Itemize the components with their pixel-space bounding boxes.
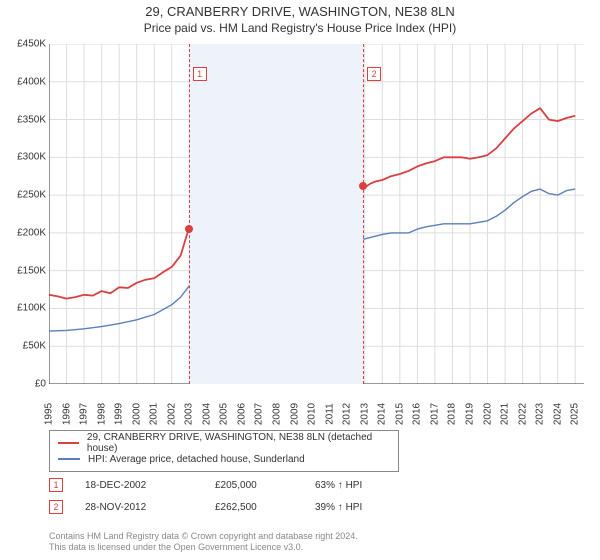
legend-item: 29, CRANBERRY DRIVE, WASHINGTON, NE38 8L…: [58, 435, 390, 451]
x-tick-label: 2024: [552, 403, 563, 425]
y-tick-label: £400K: [17, 76, 46, 87]
sale-point: [185, 225, 193, 233]
x-tick-label: 2000: [131, 403, 142, 425]
sale-row: 1 18-DEC-2002£205,00063% ↑ HPI: [49, 474, 415, 496]
chart-title-line2: Price paid vs. HM Land Registry's House …: [0, 21, 600, 35]
sale-date: 28-NOV-2012: [85, 502, 215, 513]
chart-container: 29, CRANBERRY DRIVE, WASHINGTON, NE38 8L…: [0, 0, 600, 560]
x-tick-label: 2023: [535, 403, 546, 425]
x-tick-label: 1997: [79, 403, 90, 425]
sale-callout: 2: [367, 67, 381, 81]
y-tick-label: £50K: [23, 341, 46, 352]
x-tick-label: 2016: [412, 403, 423, 425]
y-tick-label: £450K: [17, 39, 46, 50]
sale-delta: 39% ↑ HPI: [315, 502, 415, 513]
legend-label: HPI: Average price, detached house, Sund…: [88, 454, 305, 465]
sale-row: 2 28-NOV-2012£262,50039% ↑ HPI: [49, 496, 415, 518]
legend-swatch: [58, 458, 80, 460]
x-tick-label: 2011: [324, 403, 335, 425]
x-tick-label: 2019: [464, 403, 475, 425]
y-tick-label: £250K: [17, 190, 46, 201]
x-tick-label: 2022: [517, 403, 528, 425]
x-tick-label: 2021: [500, 403, 511, 425]
y-tick-label: £150K: [17, 265, 46, 276]
y-tick-label: £200K: [17, 227, 46, 238]
y-tick-label: £300K: [17, 152, 46, 163]
sale-date: 18-DEC-2002: [85, 480, 215, 491]
title-block: 29, CRANBERRY DRIVE, WASHINGTON, NE38 8L…: [0, 0, 600, 35]
x-tick-label: 2012: [342, 403, 353, 425]
sale-price: £262,500: [215, 502, 315, 513]
sale-callout: 1: [193, 67, 207, 81]
sale-vline: [189, 44, 190, 384]
sale-period-band: [189, 44, 364, 384]
x-tick-label: 2013: [359, 403, 370, 425]
x-tick-label: 2003: [184, 403, 195, 425]
sale-price: £205,000: [215, 480, 315, 491]
x-tick-label: 2005: [219, 403, 230, 425]
sale-vline: [363, 44, 364, 384]
y-tick-label: £350K: [17, 114, 46, 125]
footer-line2: This data is licensed under the Open Gov…: [49, 542, 358, 554]
chart-title-line1: 29, CRANBERRY DRIVE, WASHINGTON, NE38 8L…: [0, 4, 600, 19]
x-tick-label: 2002: [166, 403, 177, 425]
x-tick-label: 2001: [149, 403, 160, 425]
sale-delta: 63% ↑ HPI: [315, 480, 415, 491]
x-tick-label: 2018: [447, 403, 458, 425]
x-tick-label: 2014: [377, 403, 388, 425]
x-tick-label: 2004: [201, 403, 212, 425]
legend: 29, CRANBERRY DRIVE, WASHINGTON, NE38 8L…: [49, 430, 399, 472]
x-tick-label: 2006: [236, 403, 247, 425]
x-tick-label: 2009: [289, 403, 300, 425]
x-tick-label: 1996: [61, 403, 72, 425]
legend-label: 29, CRANBERRY DRIVE, WASHINGTON, NE38 8L…: [87, 432, 390, 454]
x-tick-label: 2008: [272, 403, 283, 425]
y-tick-label: £100K: [17, 303, 46, 314]
sales-table: 1 18-DEC-2002£205,00063% ↑ HPI 2 28-NOV-201…: [49, 474, 415, 518]
sale-marker-icon: 1: [49, 478, 63, 492]
sale-marker-icon: 2: [49, 500, 63, 514]
sale-point: [359, 182, 367, 190]
chart-plot-area: 12: [49, 44, 584, 384]
x-tick-label: 1999: [114, 403, 125, 425]
x-tick-label: 2020: [482, 403, 493, 425]
x-tick-label: 2017: [429, 403, 440, 425]
footer-attribution: Contains HM Land Registry data © Crown c…: [49, 531, 358, 554]
x-tick-label: 2007: [254, 403, 265, 425]
y-tick-label: £0: [35, 379, 46, 390]
x-tick-label: 2015: [394, 403, 405, 425]
x-tick-label: 1998: [96, 403, 107, 425]
x-tick-label: 2025: [570, 403, 581, 425]
footer-line1: Contains HM Land Registry data © Crown c…: [49, 531, 358, 543]
x-tick-label: 2010: [307, 403, 318, 425]
x-tick-label: 1995: [44, 403, 55, 425]
legend-swatch: [58, 442, 79, 444]
